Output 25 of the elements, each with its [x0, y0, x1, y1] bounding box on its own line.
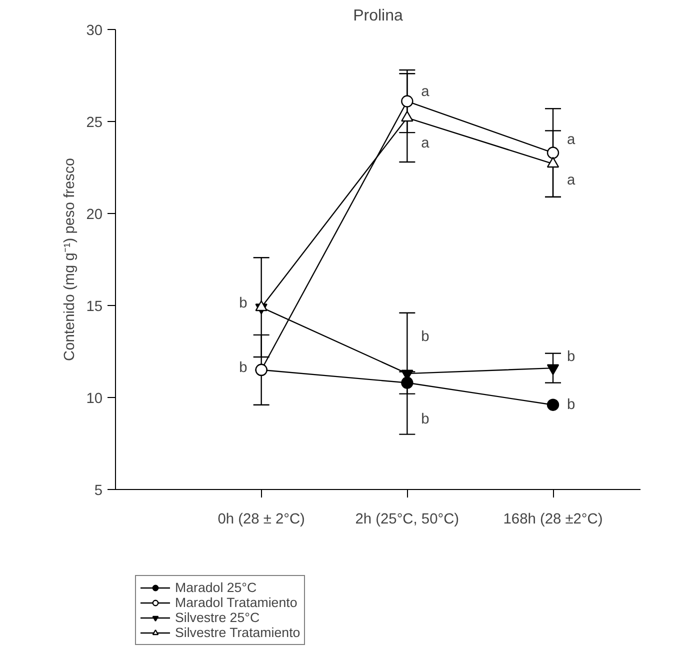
annotation: b [239, 296, 248, 312]
y-tick-label: 5 [94, 483, 103, 499]
annotation: b [421, 328, 430, 345]
annotation: a [567, 132, 576, 148]
y-tick-label: 15 [86, 299, 103, 315]
chart-title: Prolina [353, 8, 404, 24]
legend-label: Silvestre Tratamiento [175, 625, 300, 640]
annotation: a [421, 84, 430, 100]
legend-label: Silvestre 25°C [175, 610, 260, 625]
annotation: b [567, 349, 576, 366]
annotation: b [421, 412, 430, 428]
y-tick-label: 25 [86, 115, 103, 131]
x-tick-label: 0h (28 ± 2°C) [218, 512, 305, 528]
y-axis-title: Contenido (mg g⁻¹) peso fresco [62, 158, 78, 361]
annotation: b [239, 360, 248, 376]
annotation: b [567, 396, 576, 413]
y-tick-label: 10 [86, 391, 103, 407]
legend-label: Maradol 25°C [175, 580, 257, 595]
x-tick-label: 168h (28 ±2°C) [503, 512, 603, 528]
annotation: a [567, 172, 576, 188]
legend-label: Maradol Tratamiento [175, 595, 298, 610]
x-tick-label: 2h (25°C, 50°C) [355, 512, 460, 528]
y-tick-label: 20 [86, 207, 103, 223]
annotation: a [421, 136, 430, 152]
y-tick-label: 30 [86, 23, 103, 39]
